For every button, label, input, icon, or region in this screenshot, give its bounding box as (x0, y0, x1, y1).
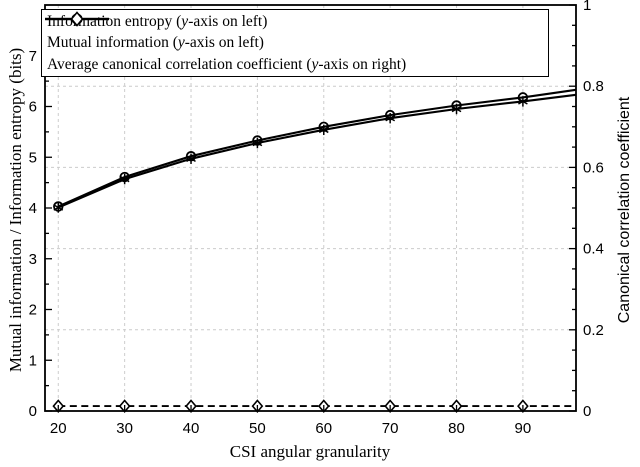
y-right-tick-label: 0.8 (583, 78, 604, 95)
x-tick-label: 20 (50, 420, 67, 437)
series-asterisk (53, 93, 577, 213)
legend-label-canonical-correlation: Average canonical correlation coefficien… (47, 55, 407, 73)
x-tick-label: 50 (249, 420, 266, 437)
y-right-tick-label: 1 (583, 0, 591, 14)
legend: Information entropy (y-axis on left) Mut… (41, 9, 549, 77)
legend-sample-dashed-diamond-icon (45, 11, 109, 27)
series-diamond (52, 399, 576, 413)
x-tick-label: 60 (315, 420, 332, 437)
y-left-tick-label: 7 (29, 48, 37, 65)
y-left-tick-label: 1 (29, 352, 37, 369)
x-axis-label: CSI angular granularity (229, 442, 391, 461)
legend-label-mutual-information: Mutual information (y-axis on left) (47, 34, 264, 52)
y-right-tick-label: 0.4 (583, 241, 604, 258)
legend-row-mutual-information: Mutual information (y-axis on left) (45, 13, 544, 54)
y-left-tick-label: 4 (29, 200, 37, 217)
legend-row-entropy: Information entropy (y-axis on left) (45, 11, 544, 32)
legend-row-canonical-correlation: Average canonical correlation coefficien… (45, 11, 544, 75)
series-circle (53, 88, 577, 212)
y-left-tick-label: 6 (29, 99, 37, 116)
y-axis-label-right: Canonical correlation coefficient (616, 96, 633, 324)
y-left-tick-label: 5 (29, 149, 37, 166)
y-left-tick-label: 2 (29, 302, 37, 319)
x-tick-label: 80 (448, 420, 465, 437)
x-tick-label: 90 (515, 420, 532, 437)
y-right-tick-label: 0.6 (583, 159, 604, 176)
x-tick-label: 70 (382, 420, 399, 437)
y-axis-label-left: Mutual information / Information entropy… (6, 47, 25, 373)
y-left-tick-label: 0 (29, 403, 37, 420)
y-left-tick-label: 3 (29, 251, 37, 268)
y-right-tick-label: 0.2 (583, 322, 604, 339)
axis-ticks (45, 4, 576, 412)
x-tick-label: 40 (183, 420, 200, 437)
y-right-tick-label: 0 (583, 403, 591, 420)
legend-label-entropy: Information entropy (y-axis on left) (47, 13, 268, 30)
x-tick-label: 30 (116, 420, 133, 437)
